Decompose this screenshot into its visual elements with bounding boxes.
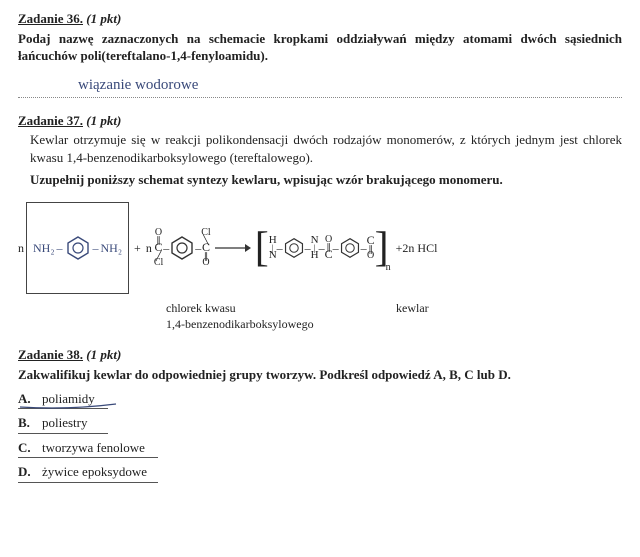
task-36-handwritten-answer: wiązanie wodorowe xyxy=(18,75,622,95)
acyl-right: Cl ╲ C ∥ O xyxy=(201,228,210,267)
task-37-points: (1 pkt) xyxy=(86,113,121,128)
task-36-points: (1 pkt) xyxy=(86,11,121,26)
option-d-letter: D. xyxy=(18,463,42,481)
task-36-prompt: Podaj nazwę zaznaczonych na schemacie kr… xyxy=(18,30,622,65)
nh-frag-1: H | N xyxy=(269,235,277,260)
task-36-answer-line xyxy=(18,97,622,98)
task-37-text-1: Kewlar otrzymuje się w reakcji polikonde… xyxy=(30,131,622,166)
task-38: Zadanie 38. (1 pkt) Zakwalifikuj kewlar … xyxy=(18,346,622,480)
co-frag-2: C ∥ O xyxy=(367,235,375,260)
options-list: A. poliamidy B. poliestry C. tworzywa fe… xyxy=(18,390,622,481)
task-37: Zadanie 37. (1 pkt) Kewlar otrzymuje się… xyxy=(18,112,622,333)
option-b-underline xyxy=(18,433,108,434)
co-frag-1: O ∥ C xyxy=(325,235,333,260)
nh-frag-2: N | H xyxy=(311,235,319,260)
label-acid-chloride: chlorek kwasu 1,4-benzenodikarboksyloweg… xyxy=(166,300,346,332)
benzene-icon xyxy=(65,235,91,261)
coef-n2: n xyxy=(146,240,152,256)
option-b-text: poliestry xyxy=(42,414,88,432)
reaction-scheme: n NH₂ – – NH₂ + n O ∥ C ╱ Cl – – Cl xyxy=(18,202,622,294)
coef-n1: n xyxy=(18,240,24,256)
benzene-icon xyxy=(339,237,361,259)
dash: – xyxy=(57,240,63,256)
option-c[interactable]: C. tworzywa fenolowe xyxy=(18,439,622,457)
task-36-number: Zadanie 36. xyxy=(18,11,83,26)
nh2-right: NH₂ xyxy=(101,240,123,256)
option-c-letter: C. xyxy=(18,439,42,457)
nh2-left: NH₂ xyxy=(33,240,55,256)
task-38-header: Zadanie 38. (1 pkt) xyxy=(18,346,622,364)
option-b[interactable]: B. poliestry xyxy=(18,414,622,432)
task-38-number: Zadanie 38. xyxy=(18,347,83,362)
task-37-header: Zadanie 37. (1 pkt) xyxy=(18,112,622,130)
task-36-header: Zadanie 36. (1 pkt) xyxy=(18,10,622,28)
reaction-arrow-icon xyxy=(215,241,251,255)
option-b-letter: B. xyxy=(18,414,42,432)
benzene-icon xyxy=(283,237,305,259)
task-38-prompt: Zakwalifikuj kewlar do odpowiedniej grup… xyxy=(18,366,622,384)
task-37-text-2: Uzupełnij poniższy schemat syntezy kewla… xyxy=(30,171,622,189)
monomer-box: NH₂ – – NH₂ xyxy=(26,202,129,294)
task-36: Zadanie 36. (1 pkt) Podaj nazwę zaznaczo… xyxy=(18,10,622,98)
benzene-icon xyxy=(169,235,195,261)
option-a-underline xyxy=(18,408,108,409)
label-kevlar: kewlar xyxy=(396,300,429,332)
option-d-text: żywice epoksydowe xyxy=(42,463,147,481)
option-c-underline xyxy=(18,457,158,458)
option-d[interactable]: D. żywice epoksydowe xyxy=(18,463,622,481)
plus-sign: + xyxy=(134,240,141,256)
dash: – xyxy=(93,240,99,256)
option-a-letter: A. xyxy=(18,390,42,408)
option-a-text: poliamidy xyxy=(42,390,95,408)
tail-term: +2n HCl xyxy=(396,240,438,256)
option-a[interactable]: A. poliamidy xyxy=(18,390,622,408)
subscript-n: n xyxy=(386,261,391,275)
scheme-labels: chlorek kwasu 1,4-benzenodikarboksyloweg… xyxy=(18,300,622,332)
option-d-underline xyxy=(18,482,158,483)
option-c-text: tworzywa fenolowe xyxy=(42,439,145,457)
task-37-number: Zadanie 37. xyxy=(18,113,83,128)
acyl-left: O ∥ C ╱ Cl xyxy=(154,228,163,267)
task-38-points: (1 pkt) xyxy=(86,347,121,362)
